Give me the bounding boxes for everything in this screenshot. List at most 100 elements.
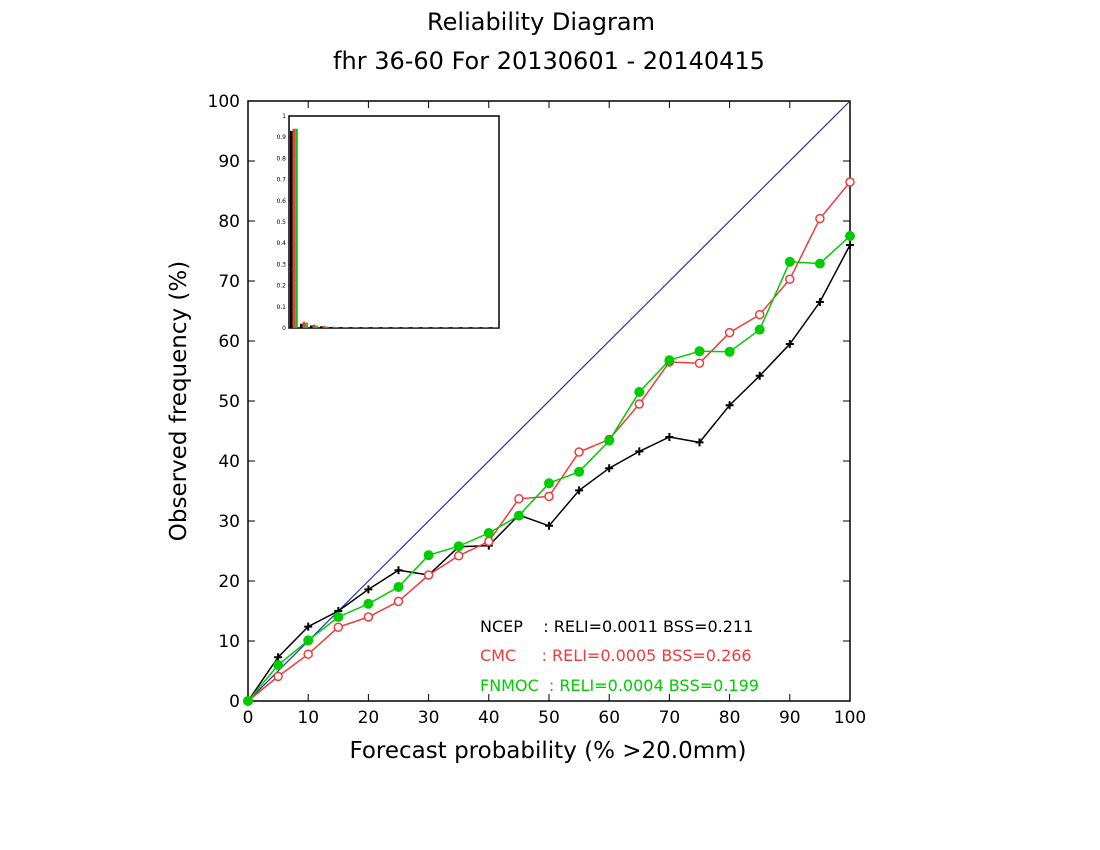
point-ncep <box>785 340 794 348</box>
x-tick-label: 60 <box>598 708 620 728</box>
y-tick-label: 50 <box>218 392 240 412</box>
inset-bar-fnmoc <box>315 325 318 328</box>
inset-bar-ncep <box>400 327 403 328</box>
point-cmc <box>273 671 283 682</box>
point-ncep <box>575 486 584 495</box>
inset-y-tick-label: 0.9 <box>276 134 286 141</box>
point-fnmoc <box>784 256 795 267</box>
point-cmc <box>514 494 524 504</box>
inset-bar-fnmoc <box>415 327 418 328</box>
x-tick-label: 70 <box>659 708 681 728</box>
inset-bar-ncep <box>460 327 463 328</box>
y-tick-label: 30 <box>218 512 240 532</box>
point-cmc <box>754 309 765 320</box>
inset-y-tick-label: 0.8 <box>276 155 286 162</box>
inset-bar-ncep <box>330 326 333 328</box>
inset-bar-fnmoc <box>375 327 378 328</box>
point-fnmoc <box>363 598 374 609</box>
inset-bar-cmc <box>422 327 426 328</box>
inset-bar-ncep <box>410 327 413 328</box>
legend-entry-cmc: CMC : RELI=0.0005 BSS=0.266 <box>480 646 752 665</box>
inset-bar-cmc <box>372 327 376 328</box>
x-tick-label: 90 <box>779 708 801 728</box>
point-cmc <box>484 536 494 547</box>
y-tick-label: 70 <box>218 272 240 292</box>
point-fnmoc <box>814 258 825 269</box>
inset-bar-fnmoc <box>305 322 308 328</box>
inset-bar-fnmoc <box>295 128 298 328</box>
point-fnmoc <box>513 510 524 521</box>
point-cmc <box>453 551 464 561</box>
inset-bar-ncep <box>300 323 303 328</box>
point-fnmoc <box>483 528 494 538</box>
inset-bar-ncep <box>360 327 363 328</box>
y-tick-label: 100 <box>208 92 240 112</box>
inset-bar-cmc <box>292 128 296 328</box>
point-cmc <box>634 399 645 409</box>
inset-y-tick-label: 0.7 <box>276 177 286 184</box>
inset-bar-cmc <box>442 327 446 328</box>
inset-bar-ncep <box>290 130 293 328</box>
inset-bar-cmc <box>462 327 466 328</box>
point-ncep <box>755 371 764 380</box>
x-axis-label: Forecast probability (% >20.0mm) <box>349 738 746 764</box>
point-fnmoc <box>634 387 645 397</box>
inset-bar-cmc <box>432 327 436 328</box>
y-tick-label: 60 <box>218 332 240 352</box>
x-tick-label: 100 <box>834 708 866 728</box>
point-ncep <box>605 464 614 473</box>
inset-bar-fnmoc <box>395 327 398 328</box>
x-tick-label: 10 <box>297 708 319 728</box>
inset-bar-fnmoc <box>325 326 328 328</box>
inset-bar-ncep <box>490 327 493 328</box>
inset-bar-cmc <box>322 325 326 328</box>
inset-y-tick-label: 0.2 <box>276 283 286 290</box>
point-ncep <box>635 447 644 456</box>
x-tick-label: 30 <box>418 708 440 728</box>
inset-bar-fnmoc <box>425 327 428 328</box>
point-cmc <box>303 649 313 659</box>
inset-y-tick-label: 0.6 <box>276 198 286 205</box>
legend-entry-fnmoc: FNMOC : RELI=0.0004 BSS=0.199 <box>480 676 759 695</box>
series-layer <box>243 177 855 706</box>
inset-bar-fnmoc <box>485 327 488 328</box>
point-ncep <box>394 566 403 575</box>
inset-bar-ncep <box>420 327 423 328</box>
series-fnmoc <box>243 231 855 706</box>
inset-bars <box>290 128 498 328</box>
x-tick-label: 20 <box>358 708 380 728</box>
point-fnmoc <box>273 660 284 670</box>
inset-bar-cmc <box>342 327 346 328</box>
point-cmc <box>363 612 374 622</box>
point-fnmoc <box>423 550 434 561</box>
inset-bar-cmc <box>412 327 416 328</box>
point-ncep <box>545 521 553 530</box>
y-tick-label: 10 <box>218 632 240 652</box>
inset-bar-cmc <box>472 327 476 328</box>
sharpness-inset: 0 0.1 0.2 0.3 0.4 0.5 0.6 0.7 0.8 0.9 1 <box>276 113 500 332</box>
point-ncep <box>695 438 704 447</box>
inset-bar-ncep <box>450 327 453 328</box>
inset-bar-fnmoc <box>335 327 338 328</box>
chart-subtitle: fhr 36-60 For 20130601 - 20140415 <box>333 47 765 75</box>
inset-bar-ncep <box>480 327 483 328</box>
inset-bar-ncep <box>310 325 313 328</box>
point-fnmoc <box>694 346 705 357</box>
chart-title: Reliability Diagram <box>427 8 655 36</box>
point-fnmoc <box>724 346 735 357</box>
inset-bar-ncep <box>350 327 353 328</box>
inset-bar-ncep <box>390 327 393 328</box>
y-axis-label: Observed frequency (%) <box>166 261 192 541</box>
point-cmc <box>423 570 434 580</box>
inset-bar-ncep <box>470 327 473 328</box>
point-cmc <box>333 622 344 632</box>
point-cmc <box>785 274 795 284</box>
point-cmc <box>574 447 584 457</box>
inset-y-tick-label: 0.1 <box>276 304 286 311</box>
inset-bar-fnmoc <box>455 327 458 328</box>
inset-bar-ncep <box>430 327 433 328</box>
inset-bar-cmc <box>402 327 406 328</box>
inset-bar-cmc <box>392 327 396 328</box>
inset-bar-cmc <box>352 327 356 328</box>
point-fnmoc <box>574 466 585 477</box>
